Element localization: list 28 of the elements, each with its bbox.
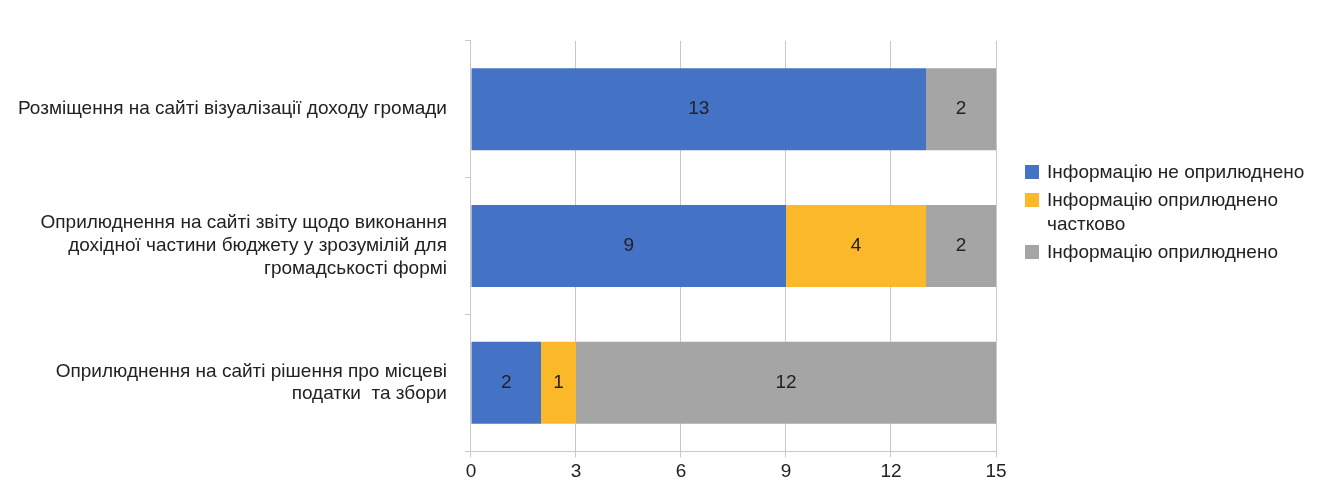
legend-label: Інформацію оприлюднено частково [1047,188,1279,236]
x-tick-label: 12 [880,459,902,481]
data-label: 2 [500,371,512,393]
data-label: 9 [623,234,635,256]
bar [471,204,786,288]
data-label: 2 [955,234,967,256]
data-label: 4 [850,234,862,256]
x-tick-label: 9 [780,459,792,481]
bar [926,68,996,151]
x-tick-label: 15 [985,459,1007,481]
bar [926,204,996,288]
legend-label: Інформацію оприлюднено [1047,240,1278,264]
legend-label: Інформацію не оприлюднено [1047,160,1305,184]
x-tick-label: 0 [465,459,477,481]
y-tick-label: Оприлюднення на сайті рішення про місцеві податки та збори [55,359,447,404]
data-label: 1 [553,371,564,393]
bar [576,341,996,424]
data-label: 13 [688,97,710,119]
bar [471,341,541,424]
data-label: 2 [955,97,967,119]
bar [540,341,576,424]
y-tick-label: Розміщення на сайті візуалізації доходу громади [17,97,447,119]
x-tick-label: 6 [675,459,687,481]
bar [471,68,926,151]
bar [786,204,926,288]
x-tick-label: 3 [570,459,582,481]
data-label: 12 [775,371,797,393]
y-tick-label: Оприлюднення на сайті звіту щодо виконання дохідної частини бюджету у зрозумілій для громадськості формі [40,211,447,279]
